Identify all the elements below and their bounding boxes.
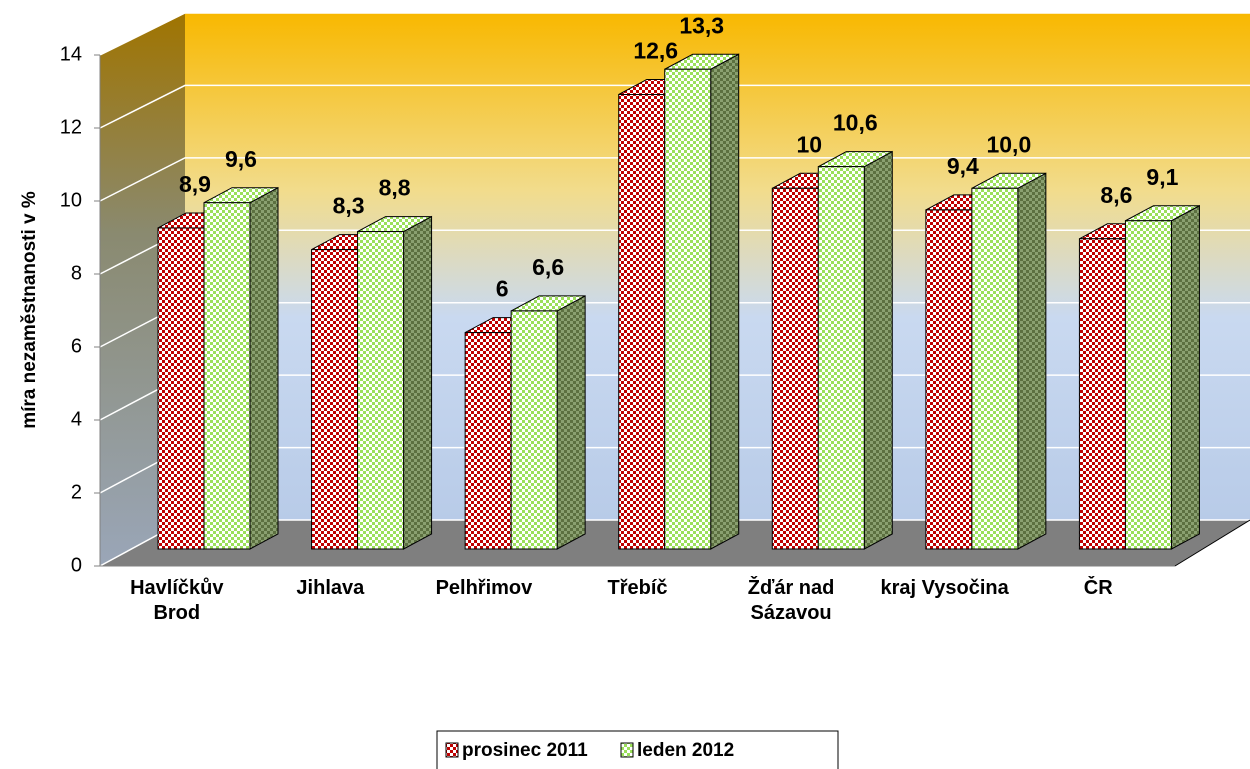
bar xyxy=(311,249,359,550)
grid-line xyxy=(99,84,1250,129)
bar-side xyxy=(1170,204,1200,550)
data-label: 9,1 xyxy=(1146,164,1178,190)
bar xyxy=(618,94,666,550)
bar xyxy=(157,227,205,550)
bar xyxy=(925,209,973,550)
data-label: 13,3 xyxy=(679,12,724,38)
bar xyxy=(971,187,1019,550)
x-tick-label: Třebíč xyxy=(607,577,668,599)
data-label: 8,9 xyxy=(179,171,211,197)
legend-label: leden 2012 xyxy=(637,740,734,761)
x-tick-label: Pelhřimov xyxy=(435,577,533,599)
bar xyxy=(817,166,865,550)
bar xyxy=(203,202,251,550)
y-tick-label: 10 xyxy=(60,189,82,211)
y-tick-label: 14 xyxy=(60,43,82,65)
bar-side xyxy=(556,295,586,550)
data-label: 10,0 xyxy=(986,131,1031,157)
x-label-box: Třebíč xyxy=(607,577,668,599)
bar-side xyxy=(710,53,740,550)
x-label-box: Jihlava xyxy=(296,577,365,599)
data-label: 8,3 xyxy=(333,193,365,219)
data-label: 10,6 xyxy=(833,110,878,136)
y-tick-label: 4 xyxy=(71,408,82,430)
data-label: 6,6 xyxy=(532,254,564,280)
x-label-box: Žďár nad Sázavou xyxy=(747,577,835,624)
x-tick-label: Žďár nad Sázavou xyxy=(747,577,835,624)
bar-side xyxy=(249,186,279,550)
data-label: 9,4 xyxy=(947,153,979,179)
legend-swatch xyxy=(620,742,634,758)
floor-edge xyxy=(1174,519,1250,567)
x-label-box: kraj Vysočina xyxy=(880,577,1009,599)
bar xyxy=(771,187,819,550)
data-label: 12,6 xyxy=(633,38,678,64)
legend xyxy=(436,730,839,769)
bar xyxy=(1124,220,1172,550)
data-label: 8,8 xyxy=(379,175,411,201)
data-label: 8,6 xyxy=(1100,182,1132,208)
bar-side xyxy=(1017,172,1047,550)
x-label-box: ČR xyxy=(1083,577,1113,599)
x-tick-label: Havlíčkův Brod xyxy=(130,577,224,624)
bar xyxy=(357,231,405,550)
bar xyxy=(664,68,712,550)
data-label: 9,6 xyxy=(225,146,257,172)
bar xyxy=(510,310,558,550)
x-label-box: Pelhřimov xyxy=(435,577,533,599)
bar-side xyxy=(403,215,433,550)
legend-label: prosinec 2011 xyxy=(462,740,588,761)
y-tick-label: 12 xyxy=(60,116,82,138)
bar xyxy=(464,332,512,550)
y-tick-label: 6 xyxy=(71,335,82,357)
bar-side xyxy=(863,150,893,550)
x-tick-label: kraj Vysočina xyxy=(880,577,1009,599)
data-label: 6 xyxy=(496,276,509,302)
data-label: 10 xyxy=(796,131,822,157)
y-tick-label: 8 xyxy=(71,262,82,284)
y-tick-label: 2 xyxy=(71,481,82,503)
y-tick-label: 0 xyxy=(71,554,82,576)
x-label-box: Havlíčkův Brod xyxy=(130,577,224,624)
x-tick-label: Jihlava xyxy=(296,577,365,599)
x-tick-label: ČR xyxy=(1083,577,1113,599)
grid-line xyxy=(99,12,1250,56)
grid-line xyxy=(99,157,1250,202)
legend-swatch xyxy=(445,742,459,758)
bar xyxy=(1078,238,1126,550)
y-axis-label: míra nezaměstnanosti v % xyxy=(19,191,40,429)
